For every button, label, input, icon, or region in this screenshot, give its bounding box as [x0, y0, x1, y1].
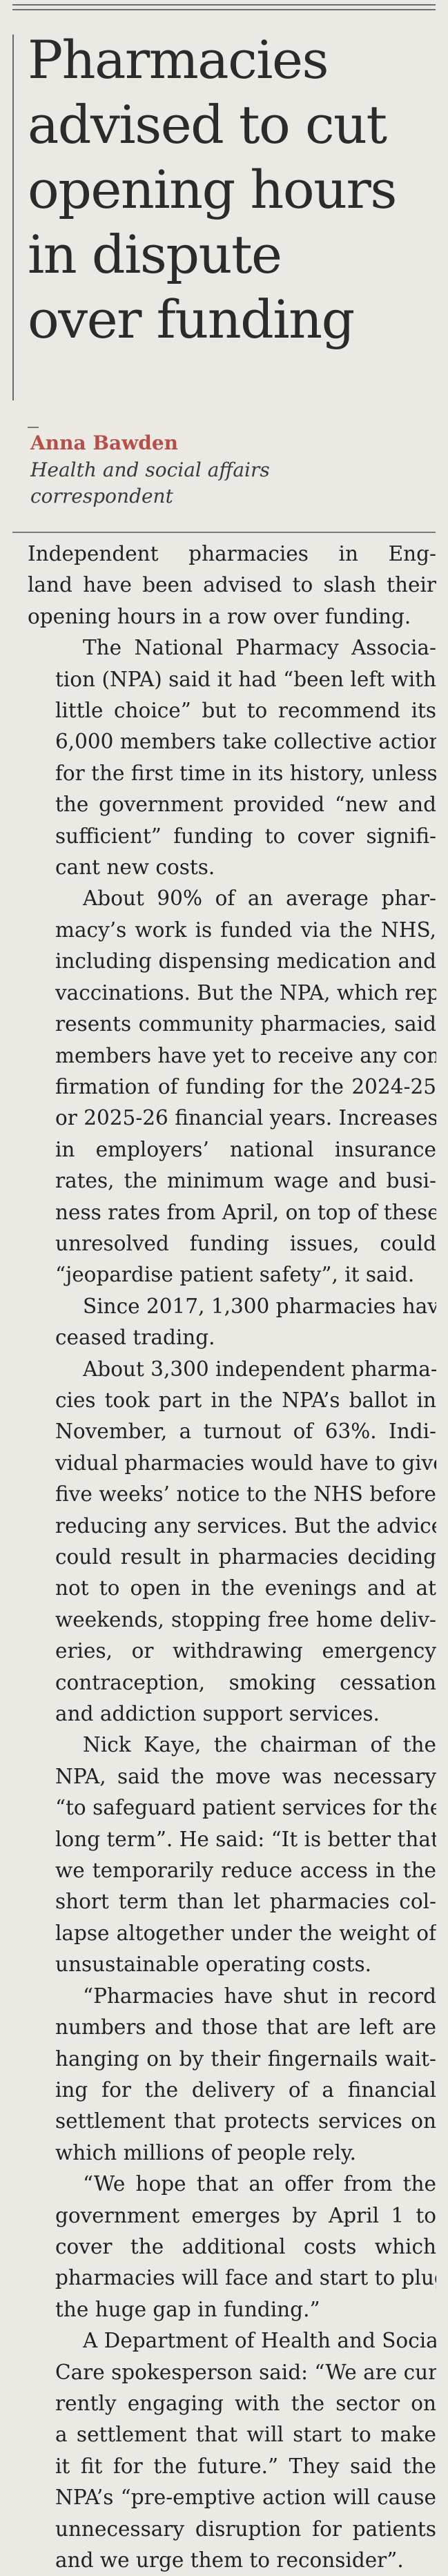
article-line: rently engaging with the sector on — [55, 2391, 436, 2415]
article-paragraph: A Department of Health and Social Care sp… — [28, 2325, 436, 2576]
headline-line: advised to cut — [28, 94, 387, 155]
article-line: lapse altogether under the weight of — [55, 1921, 436, 1945]
article-line: unsustainable operating costs. — [55, 1953, 372, 1977]
article-line: ing for the delivery of a financial — [55, 2078, 436, 2102]
article-line: in employers’ national insurance — [55, 1137, 436, 1161]
article-line: little choice” but to recommend its — [55, 699, 436, 723]
article-line: unresolved funding issues, could — [55, 1231, 436, 1255]
article-line: vaccinations. But the NPA, which rep- — [55, 980, 436, 1005]
article-line: sufficient” funding to cover signifi- — [55, 824, 436, 848]
article-paragraph: The National Pharmacy Associa-tion (NPA)… — [28, 632, 436, 883]
article-paragraph: About 3,300 independent pharma-cies took… — [28, 1354, 436, 1730]
article-line: “to safeguard patient services for the — [55, 1796, 436, 1820]
article-line: eries, or withdrawing emergency — [55, 1639, 436, 1663]
article-line: which millions of people rely. — [55, 2140, 357, 2165]
article-paragraph: Independent pharmacies in Eng-land have … — [28, 539, 436, 632]
article-line: firmation of funding for the 2024-25 — [55, 1074, 436, 1098]
article-paragraph: Since 2017, 1,300 pharmacies have ceased … — [28, 1291, 436, 1354]
article-line: November, a turnout of 63%. Indi- — [55, 1420, 436, 1444]
article-line: About 90% of an average phar- — [83, 887, 436, 911]
article-line: five weeks’ notice to the NHS before — [55, 1482, 436, 1507]
article-line: cies took part in the NPA’s ballot in — [55, 1388, 436, 1412]
article-line: Nick Kaye, the chairman of the — [83, 1733, 436, 1757]
headline-line: over funding — [28, 289, 355, 350]
article-line: short term than let pharmacies col- — [55, 1890, 436, 1914]
article-line: “jeopardise patient safety”, it said. — [55, 1263, 415, 1287]
article-line: 6,000 members take collective action — [55, 730, 436, 754]
article-line: reducing any services. But the advice — [55, 1513, 436, 1538]
article-line: pharmacies will face and start to plug — [55, 2266, 436, 2290]
article-line: macy’s work is funded via the NHS, — [55, 918, 436, 942]
article-line: weekends, stopping free home deliv- — [55, 1607, 436, 1631]
article-line: NPA’s “pre-emptive action will cause — [55, 2486, 436, 2510]
section-rule — [12, 532, 436, 533]
article-line: vidual pharmacies would have to give — [55, 1451, 436, 1475]
headline-line: opening hours — [28, 159, 397, 220]
article-paragraph: Nick Kaye, the chairman of the NPA, said … — [28, 1730, 436, 1980]
article-line: cover the additional costs which — [55, 2234, 436, 2258]
article-line: government emerges by April 1 to — [55, 2203, 436, 2227]
article-paragraph: “Pharmacies have shut in record numbers a… — [28, 1981, 436, 2169]
article-line: NPA, said the move was necessary — [55, 1764, 436, 1788]
top-rule — [12, 4, 436, 6]
article-line: ceased trading. — [55, 1326, 215, 1350]
article-line: ness rates from April, on top of these — [55, 1200, 436, 1224]
article-line: hanging on by their fingernails wait- — [55, 2046, 436, 2071]
article-line: for the first time in its history, unles… — [55, 761, 436, 785]
author-role-line: Health and social affairs — [30, 458, 270, 481]
top-rule-secondary — [12, 9, 436, 10]
article-line: “We hope that an offer from the — [83, 2172, 436, 2196]
article-body: Independent pharmacies in Eng-land have … — [28, 539, 436, 2576]
headline: Pharmacies advised to cut opening hours … — [28, 28, 436, 352]
article-line: settlement that protects services on — [55, 2109, 436, 2133]
article-line: unnecessary disruption for patients — [55, 2517, 436, 2541]
headline-line: in dispute — [28, 224, 282, 285]
article-line: including dispensing medication and — [55, 949, 436, 974]
article-line: Since 2017, 1,300 pharmacies have — [83, 1294, 436, 1318]
headline-line: Pharmacies — [28, 29, 329, 90]
article-line: and we urge them to reconsider”. — [55, 2548, 404, 2572]
article-line: rates, the minimum wage and busi- — [55, 1169, 436, 1193]
article-line: tion (NPA) said it had “been left with — [55, 667, 436, 691]
article-line: contraception, smoking cessation — [55, 1670, 436, 1694]
article-line: could result in pharmacies deciding — [55, 1545, 436, 1569]
column-rule — [12, 35, 14, 400]
article-line: the huge gap in funding.” — [55, 2297, 320, 2321]
article-line: Care spokesperson said: “We are cur- — [55, 2360, 436, 2384]
article-line: we temporarily reduce access in the — [55, 1859, 436, 1883]
article-line: not to open in the evenings and at — [55, 1576, 436, 1600]
article-line: land have been advised to slash their — [28, 573, 436, 597]
article-line: it fit for the future.” They said the — [55, 2454, 436, 2478]
article-line: The National Pharmacy Associa- — [83, 636, 436, 660]
article-line: resents community pharmacies, said — [55, 1012, 436, 1036]
article-line: cant new costs. — [55, 855, 215, 880]
article-line: and addiction support services. — [55, 1702, 380, 1726]
article-line: numbers and those that are left are — [55, 2015, 436, 2040]
author-role-line: correspondent — [30, 485, 173, 507]
article-paragraph: “We hope that an offer from the governmen… — [28, 2169, 436, 2325]
article-line: long term”. He said: “It is better that — [55, 1827, 436, 1851]
byline-rule — [28, 427, 39, 428]
article-line: the government provided “new and — [55, 793, 436, 817]
article-paragraph: About 90% of an average phar-macy’s work… — [28, 883, 436, 1290]
byline: Anna Bawden Health and social affairs co… — [30, 429, 270, 510]
article-line: “Pharmacies have shut in record — [83, 1984, 436, 2008]
article-line: members have yet to receive any con- — [55, 1043, 436, 1067]
article-line: opening hours in a row over funding. — [28, 604, 411, 628]
article-line: Independent pharmacies in Eng- — [28, 542, 436, 565]
article-line: a settlement that will start to make — [55, 2423, 436, 2447]
article-line: A Department of Health and Social — [83, 2329, 436, 2353]
author-name: Anna Bawden — [30, 432, 178, 454]
article-line: or 2025-26 financial years. Increases — [55, 1106, 436, 1130]
article-line: About 3,300 independent pharma- — [83, 1357, 436, 1381]
